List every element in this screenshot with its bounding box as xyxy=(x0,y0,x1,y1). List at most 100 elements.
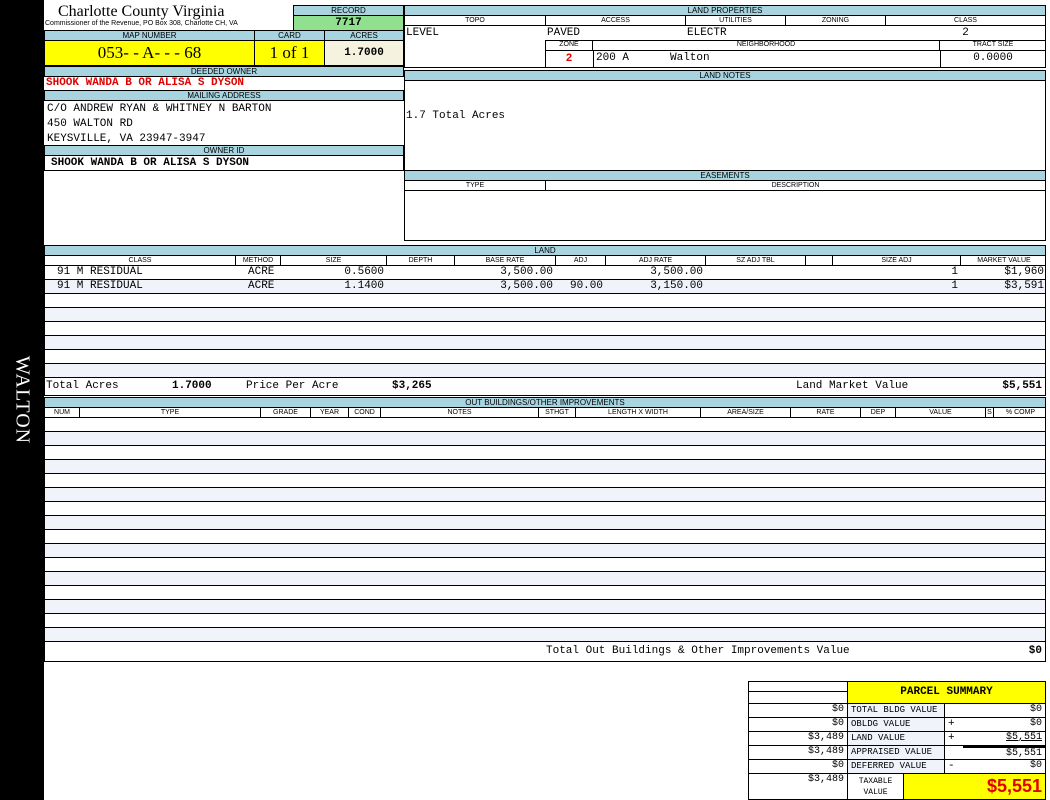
outbuildings-column-header: VALUE xyxy=(896,408,986,417)
outbuildings-column-header: GRADE xyxy=(261,408,311,417)
topo-label: TOPO xyxy=(405,16,546,25)
land-properties-title: LAND PROPERTIES xyxy=(404,5,1046,16)
outbuildings-column-header: NUM xyxy=(45,408,80,417)
zone-label: ZONE xyxy=(545,40,593,50)
outbuilding-row xyxy=(45,502,1045,516)
outbuildings-total-value: $0 xyxy=(1028,645,1042,657)
outbuildings-column-header: NOTES xyxy=(381,408,539,417)
outbuilding-row xyxy=(45,586,1045,600)
outbuilding-row xyxy=(45,516,1045,530)
land-column-header: METHOD xyxy=(236,256,281,265)
summary-left-value: $3,489 xyxy=(748,731,848,746)
land-column-header: Size Adj xyxy=(833,256,961,265)
acres-value: 1.7000 xyxy=(324,40,404,66)
summary-right-value: $5,551 xyxy=(963,745,1046,760)
land-cell: 3,500.00 xyxy=(500,280,553,292)
summary-right-value: $5,551 xyxy=(963,731,1046,746)
land-cell: ACRE xyxy=(248,280,275,292)
summary-left-value: $3,489 xyxy=(748,745,848,760)
summary-row-label: OBLDG VALUE xyxy=(847,717,945,732)
class-label: CLASS xyxy=(954,17,977,24)
zoning-label: ZONING xyxy=(786,16,886,25)
land-cell: 0.5600 xyxy=(344,266,384,278)
summary-row-label: APPRAISED VALUE xyxy=(847,745,945,760)
tract-size-value: 0.0000 xyxy=(973,52,1013,64)
land-cell: 90.00 xyxy=(569,280,603,292)
taxable-value-label: TAXABLE VALUE xyxy=(847,773,904,800)
outbuilding-row xyxy=(45,628,1045,642)
land-notes-title: LAND NOTES xyxy=(404,70,1046,81)
land-cell: ACRE xyxy=(248,266,275,278)
easement-description-label: DESCRIPTION xyxy=(771,182,820,189)
card-number: 1 of 1 xyxy=(254,40,325,66)
neighborhood-code: 200 A xyxy=(596,52,630,64)
address-line: 450 WALTON RD xyxy=(47,118,133,130)
deeded-owner: SHOOK WANDA B OR ALISA S DYSON xyxy=(46,77,245,89)
summary-operator: + xyxy=(944,717,964,732)
sidebar: WALTON xyxy=(0,0,44,800)
map-number: 053- - A- - - 68 xyxy=(44,40,255,66)
taxable-value: $5,551 xyxy=(903,773,1046,800)
outbuilding-row xyxy=(45,558,1045,572)
land-notes-text: 1.7 Total Acres xyxy=(406,110,506,122)
county-subtitle: Commissioner of the Revenue, PO Box 308,… xyxy=(45,20,238,27)
utilities-value: ELECTR xyxy=(687,27,727,39)
access-value: PAVED xyxy=(547,27,581,39)
land-title: LAND xyxy=(44,245,1046,256)
outbuildings-total-label: Total Out Buildings & Other Improvements… xyxy=(546,645,850,657)
record-number: 7717 xyxy=(293,15,404,31)
land-column-header: ADJ RATE xyxy=(606,256,706,265)
summary-left-value: $0 xyxy=(748,717,848,732)
summary-operator: - xyxy=(944,759,964,774)
outbuildings-column-header: DEP xyxy=(861,408,896,417)
zone-value: 2 xyxy=(565,52,573,64)
outbuildings-column-header: S xyxy=(986,408,994,417)
outbuildings-column-header: TYPE xyxy=(80,408,261,417)
utilities-label: UTILITIES xyxy=(686,16,786,25)
land-cell: 1.1400 xyxy=(344,280,384,292)
total-acres-value: 1.7000 xyxy=(172,380,212,392)
outbuilding-row xyxy=(45,614,1045,628)
outbuilding-row xyxy=(45,418,1045,432)
land-cell: 3,500.00 xyxy=(650,266,703,278)
taxable-left-value: $3,489 xyxy=(748,773,848,800)
parcel-summary: PARCEL SUMMARY $3,489 TAXABLE VALUE $5,5… xyxy=(748,681,1046,800)
price-per-acre-label: Price Per Acre xyxy=(246,380,339,392)
owner-id: SHOOK WANDA B OR ALISA S DYSON xyxy=(44,155,404,171)
address-line: C/O ANDREW RYAN & WHITNEY N BARTON xyxy=(47,103,272,115)
land-column-header: DEPTH xyxy=(387,256,455,265)
summary-row-label: TOTAL BLDG VALUE xyxy=(847,703,945,718)
outbuildings-column-header: YEAR xyxy=(311,408,349,417)
outbuildings-column-header: AREA/SIZE xyxy=(701,408,791,417)
land-market-value-label: Land Market Value xyxy=(796,380,909,392)
mailing-address-label: MAILING ADDRESS xyxy=(44,90,404,101)
outbuilding-row xyxy=(45,600,1045,614)
outbuilding-row xyxy=(45,572,1045,586)
land-cell xyxy=(387,266,455,279)
mailing-address: C/O ANDREW RYAN & WHITNEY N BARTON 450 W… xyxy=(47,102,271,147)
tract-size-label: TRACT SIZE xyxy=(972,41,1014,48)
land-cell xyxy=(806,266,833,279)
outbuilding-row xyxy=(45,432,1045,446)
outbuilding-row xyxy=(45,474,1045,488)
land-cell: 91 M RESIDUAL xyxy=(57,280,143,292)
land-cell: 1 xyxy=(951,280,958,292)
outbuilding-row xyxy=(45,530,1045,544)
county-title: Charlotte County Virginia xyxy=(58,3,225,20)
outbuilding-row xyxy=(45,460,1045,474)
land-column-header xyxy=(806,256,833,265)
outbuildings-column-header: LENGTH X WIDTH xyxy=(576,408,701,417)
summary-left-value: $0 xyxy=(748,759,848,774)
summary-right-value: $0 xyxy=(963,759,1046,774)
outbuilding-row xyxy=(45,544,1045,558)
summary-operator xyxy=(944,745,964,760)
land-row: 91 M RESIDUAL ACRE 1.1400 3,500.00 90.00 3,15… xyxy=(45,280,1045,294)
outbuilding-row xyxy=(45,446,1045,460)
summary-operator xyxy=(944,703,964,718)
easements-title: EASEMENTS xyxy=(404,170,1046,181)
parcel-summary-title: PARCEL SUMMARY xyxy=(847,681,1046,704)
land-column-header: CLASS xyxy=(45,256,236,265)
neighborhood-label: WALTON xyxy=(11,355,34,445)
address-line: KEYSVILLE, VA 23947-3947 xyxy=(47,133,206,145)
summary-right-value: $0 xyxy=(963,717,1046,732)
